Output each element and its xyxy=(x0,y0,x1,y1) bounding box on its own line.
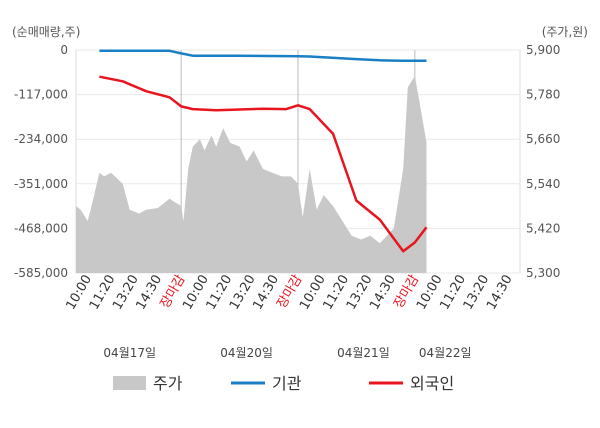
date-label: 04월17일 xyxy=(103,346,156,360)
date-label: 04월22일 xyxy=(419,346,472,360)
price-area-layer xyxy=(76,76,427,273)
left-tick-label: -234,000 xyxy=(14,132,68,146)
left-tick-label: -585,000 xyxy=(14,266,68,280)
right-tick-label: 5,900 xyxy=(526,43,560,57)
legend-label-foreign: 외국인 xyxy=(410,374,454,393)
right-tick-label: 5,660 xyxy=(526,132,560,146)
right-tick-label: 5,780 xyxy=(526,88,560,102)
legend-swatch-price xyxy=(113,376,146,390)
left-axis: 0 -117,000 -234,000 -351,000 -468,000 -585,00… xyxy=(14,43,68,280)
left-tick-label: -468,000 xyxy=(14,221,68,235)
date-labels: 04월17일 04월20일 04월21일 04월22일 xyxy=(103,346,471,360)
line-layer xyxy=(99,49,428,253)
right-axis-title: (주가,원) xyxy=(542,25,588,39)
left-axis-title: (순매매량,주) xyxy=(12,25,80,39)
right-tick-label: 5,540 xyxy=(526,177,560,191)
right-tick-label: 5,420 xyxy=(526,221,560,235)
institution-line xyxy=(99,49,427,62)
left-tick-label: -351,000 xyxy=(14,177,68,191)
legend-label-price: 주가 xyxy=(153,374,183,393)
date-label: 04월21일 xyxy=(337,346,390,360)
date-label: 04월20일 xyxy=(220,346,273,360)
price-area xyxy=(76,76,427,273)
left-tick-label: -117,000 xyxy=(14,88,68,102)
foreign-line xyxy=(99,75,428,253)
legend-label-institution: 기관 xyxy=(272,374,302,393)
left-tick-label: 0 xyxy=(60,43,68,57)
legend: 주가 기관 외국인 xyxy=(113,374,454,393)
right-tick-label: 5,300 xyxy=(526,266,560,280)
right-axis: 5,900 5,780 5,660 5,540 5,420 5,300 xyxy=(526,43,560,280)
